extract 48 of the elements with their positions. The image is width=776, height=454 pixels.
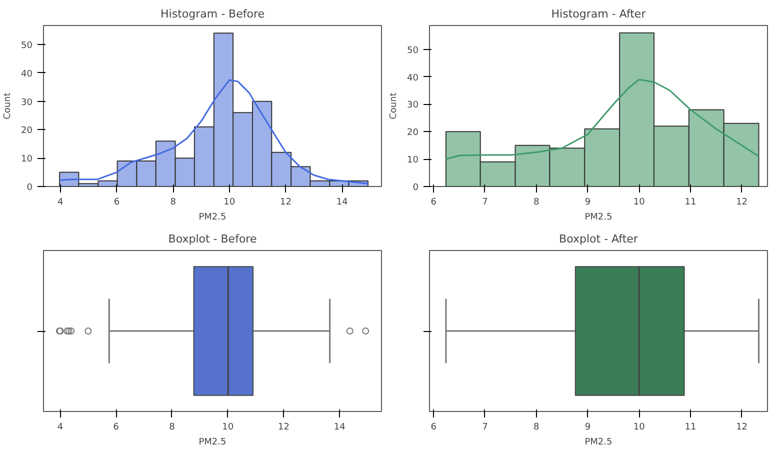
chart-title: Histogram - After	[551, 8, 646, 20]
chart-title: Histogram - Before	[160, 8, 265, 20]
x-axis-title: PM2.5	[198, 212, 226, 222]
x-tick-label: 12	[736, 198, 748, 208]
x-tick-label: 11	[684, 198, 696, 208]
x-tick-label: 6	[113, 422, 120, 432]
x-tick-label: 10	[633, 198, 646, 208]
x-tick-label: 14	[336, 198, 348, 208]
x-tick-label: 7	[482, 422, 488, 432]
x-tick-label: 11	[684, 422, 696, 432]
x-tick-label: 8	[533, 198, 540, 208]
x-tick-label: 12	[280, 198, 292, 208]
x-tick-label: 6	[430, 198, 437, 208]
x-tick-label: 6	[114, 198, 120, 208]
y-tick-label: 40	[21, 69, 33, 80]
x-tick-label: 12	[736, 422, 748, 432]
x-tick-label: 14	[334, 422, 346, 432]
y-tick-label: 30	[407, 100, 419, 111]
y-tick-label: 30	[21, 98, 33, 108]
x-tick-label: 9	[584, 198, 591, 208]
x-axis-title: PM2.5	[584, 438, 612, 448]
y-axis-title: Count	[3, 92, 14, 120]
x-axis-title: PM2.5	[584, 212, 612, 222]
y-axis-title: Count	[389, 92, 400, 120]
y-tick-label: 0	[412, 183, 419, 193]
x-tick-label: 4	[57, 422, 64, 432]
x-tick-label: 8	[170, 198, 176, 208]
x-tick-label: 10	[633, 422, 646, 432]
x-tick-label: 10	[224, 198, 236, 208]
y-tick-label: 20	[21, 126, 33, 136]
x-axis-title: PM2.5	[198, 438, 226, 448]
y-tick-label: 10	[407, 156, 419, 166]
x-tick-label: 4	[58, 198, 64, 208]
x-tick-label: 8	[169, 422, 176, 432]
chart-title: Boxplot - Before	[168, 232, 257, 246]
y-tick-label: 50	[407, 46, 419, 56]
y-tick-label: 50	[21, 41, 33, 52]
y-tick-label: 10	[21, 154, 33, 165]
x-tick-label: 12	[278, 422, 290, 432]
y-tick-label: 20	[407, 128, 419, 138]
x-tick-label: 9	[584, 422, 591, 432]
chart-title: Boxplot - After	[559, 232, 638, 246]
x-tick-label: 10	[222, 422, 234, 432]
y-tick-label: 40	[407, 73, 419, 84]
y-tick-label: 0	[26, 183, 33, 193]
x-tick-label: 7	[482, 198, 488, 208]
x-tick-label: 8	[533, 422, 540, 432]
x-tick-label: 6	[430, 422, 437, 432]
